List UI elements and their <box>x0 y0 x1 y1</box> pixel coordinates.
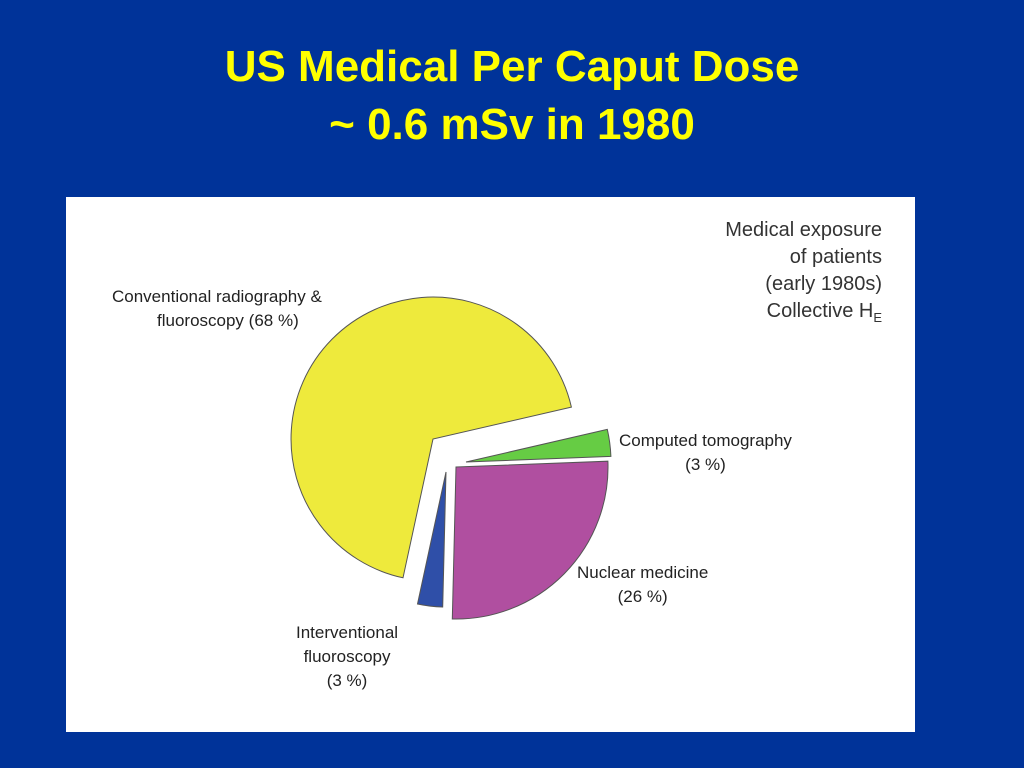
note-line-4-text: Collective H <box>766 300 874 322</box>
label-crf-line-1: Conventional radiography & <box>112 287 322 306</box>
label-interventional-fluoroscopy: Interventional fluoroscopy (3 %) <box>296 621 398 693</box>
label-ct-line-1: Computed tomography <box>619 431 792 450</box>
note-line-1: Medical exposure <box>725 219 882 241</box>
label-if-line-3: (3 %) <box>326 671 368 690</box>
pie-slice-crf <box>290 296 573 579</box>
note-line-4: Collective HE <box>725 298 882 331</box>
pie-chart <box>290 296 612 620</box>
label-nm-line-1: Nuclear medicine <box>577 563 709 582</box>
title-line-1: US Medical Per Caput Dose <box>224 42 800 91</box>
pie-slice-ct <box>465 428 612 463</box>
label-computed-tomography: Computed tomography (3 %) <box>619 429 792 477</box>
label-nm-line-2: (26 %) <box>617 587 668 606</box>
label-ct-line-2: (3 %) <box>685 455 726 474</box>
label-if-line-1: Interventional <box>296 623 399 642</box>
pie-slices <box>290 296 612 620</box>
chart-panel: Medical exposure of patients (early 1980… <box>66 197 915 732</box>
note-line-3: (early 1980s) <box>765 273 882 295</box>
note-subscript: E <box>873 310 882 325</box>
label-if-line-2: fluoroscopy <box>303 647 391 666</box>
note-line-2: of patients <box>789 246 882 268</box>
label-crf-line-2: fluoroscopy (68 %) <box>157 311 299 330</box>
label-nuclear-medicine: Nuclear medicine (26 %) <box>577 561 708 609</box>
title-line-2: ~ 0.6 mSv in 1980 <box>329 100 695 149</box>
label-conventional-radiography: Conventional radiography & fluoroscopy (… <box>112 285 322 333</box>
pie-slice-nm <box>451 460 609 620</box>
pie-slice-if <box>416 471 447 608</box>
chart-note: Medical exposure of patients (early 1980… <box>725 217 882 331</box>
slide-title: US Medical Per Caput Dose ~ 0.6 mSv in 1… <box>0 38 1024 154</box>
